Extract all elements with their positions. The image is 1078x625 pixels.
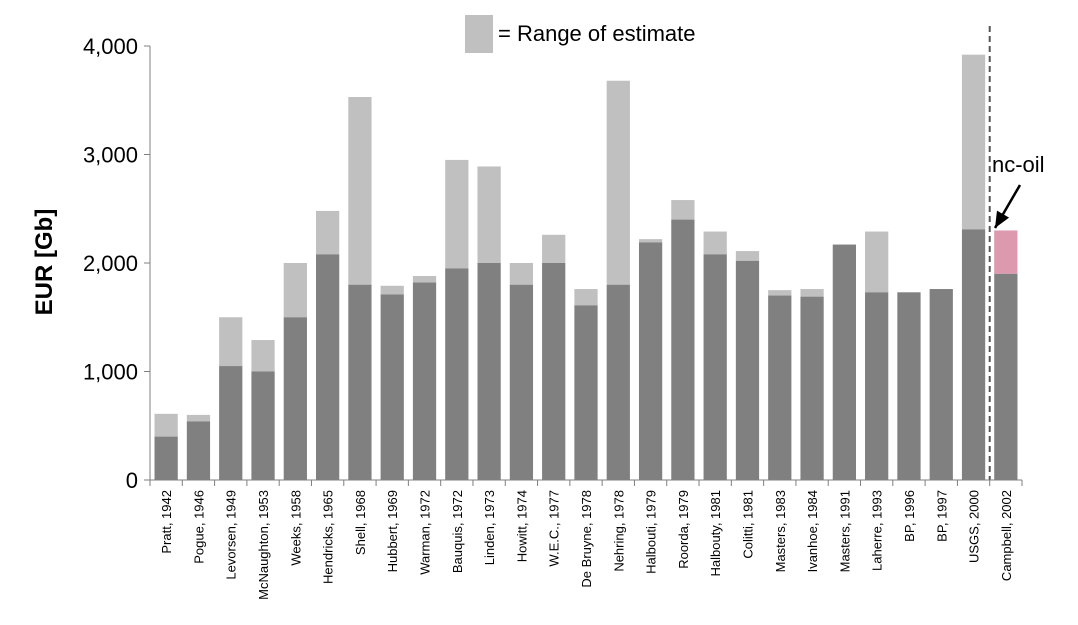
bar-range-2	[219, 317, 243, 367]
bars-group	[154, 26, 1018, 480]
x-tick-label-21: Masters, 1991	[837, 490, 852, 572]
bar-base-15	[638, 242, 663, 480]
bar-range-22	[865, 231, 889, 293]
x-tick-label-15: Halbouti, 1979	[644, 490, 659, 574]
x-tick-label-19: Masters, 1983	[773, 490, 788, 572]
x-tick-label-10: Linden, 1973	[482, 490, 497, 565]
bar-range-6	[348, 96, 372, 285]
bar-base-23	[897, 292, 921, 480]
x-tick-label-14: Nehring, 1978	[611, 490, 626, 572]
bar-base-22	[865, 292, 889, 480]
bar-base-10	[477, 263, 501, 480]
bar-base-8	[412, 282, 437, 480]
legend-swatch-range	[465, 15, 493, 53]
bar-base-4	[283, 317, 307, 480]
bar-base-21	[832, 244, 856, 480]
x-tick-label-4: Weeks, 1958	[288, 490, 303, 566]
bar-range-15	[638, 239, 663, 243]
bar-base-18	[735, 260, 760, 480]
bar-base-13	[574, 305, 598, 480]
x-tick-label-1: Pogue, 1946	[191, 490, 206, 564]
x-tick-label-13: De Bruyne, 1978	[579, 490, 594, 588]
y-tick-labels: 0 1,000 2,000 3,000 4,000	[83, 34, 138, 493]
bar-range-10	[477, 166, 501, 263]
bar-range-18	[735, 251, 760, 261]
bar-range-20	[800, 289, 824, 297]
bar-base-7	[380, 294, 404, 480]
x-tick-label-22: Laherre, 1993	[870, 490, 885, 571]
y-tick-label-0: 0	[126, 468, 138, 493]
bar-range-3	[251, 340, 275, 372]
bar-range-7	[380, 285, 404, 295]
bar-range-14	[606, 80, 630, 285]
axes-group	[144, 45, 1023, 486]
y-axis-title: EUR [Gb]	[31, 209, 58, 316]
y-tick-label-4: 4,000	[83, 34, 138, 59]
x-tick-label-2: Levorsen, 1949	[224, 490, 239, 580]
x-tick-label-18: Colitti, 1981	[740, 490, 755, 559]
bar-base-14	[606, 284, 630, 480]
x-tick-label-8: Warman, 1972	[418, 490, 433, 575]
x-tick-label-26: Campbell, 2002	[999, 490, 1014, 581]
x-tick-label-6: Shell, 1968	[353, 490, 368, 555]
bar-base-20	[800, 296, 824, 480]
x-tick-label-12: W.E.C., 1977	[547, 490, 562, 567]
bar-range-11	[509, 263, 534, 285]
bar-range-13	[574, 289, 598, 306]
legend: = Range of estimate	[465, 15, 696, 53]
x-tick-label-25: USGS, 2000	[967, 490, 982, 563]
bar-base-11	[509, 284, 534, 480]
bar-base-19	[768, 295, 792, 480]
bar-range-12	[542, 234, 566, 263]
x-tick-label-5: Hendricks, 1965	[321, 490, 336, 584]
annotation-nc-oil: nc-oil	[992, 152, 1045, 229]
bar-base-26	[994, 273, 1018, 480]
x-tick-label-23: BP, 1996	[902, 490, 917, 542]
legend-label-range: = Range of estimate	[498, 21, 696, 46]
bar-base-2	[219, 366, 243, 480]
bar-range-8	[412, 276, 437, 283]
bar-range-4	[283, 263, 307, 318]
x-tick-label-3: McNaughton, 1953	[256, 490, 271, 600]
annotation-label: nc-oil	[992, 152, 1045, 177]
bar-range-19	[768, 290, 792, 296]
bar-range-25	[961, 54, 986, 230]
bar-range-16	[671, 200, 695, 220]
bar-base-1	[186, 421, 211, 480]
x-tick-label-0: Pratt, 1942	[159, 490, 174, 554]
bar-nc-oil-26	[994, 230, 1018, 274]
bar-base-16	[671, 219, 695, 480]
bar-range-0	[154, 413, 178, 437]
x-tick-label-7: Hubbert, 1969	[385, 490, 400, 572]
annotation-arrow-head	[995, 210, 1010, 228]
bar-base-5	[316, 254, 340, 480]
bar-base-12	[542, 263, 566, 480]
bar-range-9	[445, 159, 469, 269]
x-tick-label-24: BP, 1997	[934, 490, 949, 542]
bar-base-25	[961, 229, 986, 480]
bar-range-1	[186, 414, 211, 422]
y-tick-label-1: 1,000	[83, 360, 138, 385]
y-tick-label-2: 2,000	[83, 251, 138, 276]
bar-base-9	[445, 268, 469, 480]
x-tick-labels: Pratt, 1942 Pogue, 1946 Levorsen, 1949 McNa…	[159, 490, 1014, 600]
x-tick-label-20: Ivanhoe, 1984	[805, 490, 820, 572]
bar-base-17	[703, 254, 727, 480]
x-tick-label-17: Halbouty, 1981	[708, 490, 723, 577]
x-tick-label-9: Bauquis, 1972	[450, 490, 465, 573]
bar-base-24	[929, 289, 953, 480]
bar-base-0	[154, 436, 178, 480]
x-tick-label-16: Roorda, 1979	[676, 490, 691, 569]
x-tick-label-11: Howitt, 1974	[514, 490, 529, 562]
bar-base-6	[348, 284, 372, 480]
bar-range-5	[316, 210, 340, 255]
bar-base-3	[251, 371, 275, 480]
y-tick-label-3: 3,000	[83, 143, 138, 168]
bar-range-17	[703, 231, 727, 255]
